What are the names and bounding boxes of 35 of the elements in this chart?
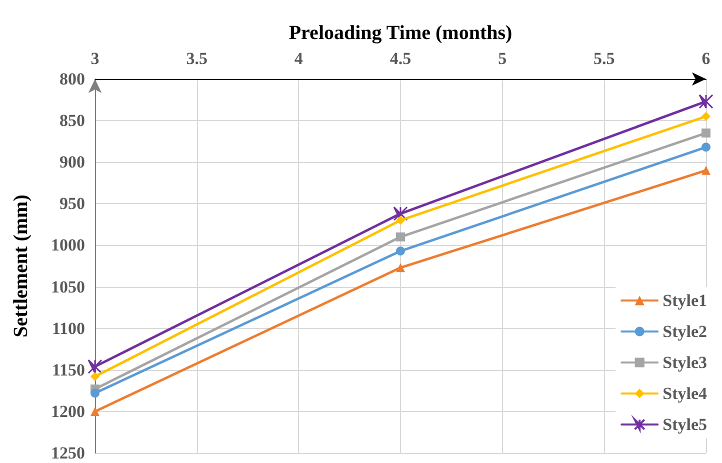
legend-label: Style3 (662, 353, 708, 372)
x-tick-label: 4 (294, 49, 304, 68)
legend-label: Style1 (662, 291, 708, 310)
y-tick-label: 950 (60, 194, 85, 214)
point (396, 232, 405, 242)
y-tick-label: 1150 (52, 360, 85, 380)
point (90, 372, 100, 382)
point (396, 216, 405, 225)
legend-label: Style5 (662, 415, 708, 434)
x-tick-label: 4.5 (390, 49, 412, 68)
x-tick-label: 5 (498, 49, 507, 68)
x-tick-label: 5.5 (594, 49, 615, 68)
legend-label: Style4 (662, 384, 708, 403)
point (396, 246, 405, 256)
y-tick-label: 1200 (51, 402, 85, 421)
point (702, 142, 710, 152)
x-tick-label: 3.5 (186, 49, 208, 68)
y-tick-label: 1000 (51, 236, 85, 255)
point (396, 263, 405, 272)
point (90, 406, 100, 416)
legend-label: Style2 (662, 322, 708, 341)
point (702, 128, 710, 138)
y-tick-label: 1050 (51, 277, 85, 296)
y-tick-label: 1100 (52, 318, 85, 338)
y-tick-label: 800 (60, 70, 85, 88)
y-tick-label: 1250 (51, 444, 85, 462)
y-tick-label: 900 (60, 152, 85, 172)
point (90, 388, 100, 398)
x-axis-title: Preloading Time (months) (288, 22, 512, 44)
x-tick-label: 3 (90, 49, 100, 68)
point (702, 166, 710, 175)
x-tick-label: 6 (702, 49, 710, 68)
y-axis-title: Settlement (mm) (10, 194, 32, 338)
point (702, 112, 710, 121)
y-tick-label: 850 (60, 111, 85, 130)
